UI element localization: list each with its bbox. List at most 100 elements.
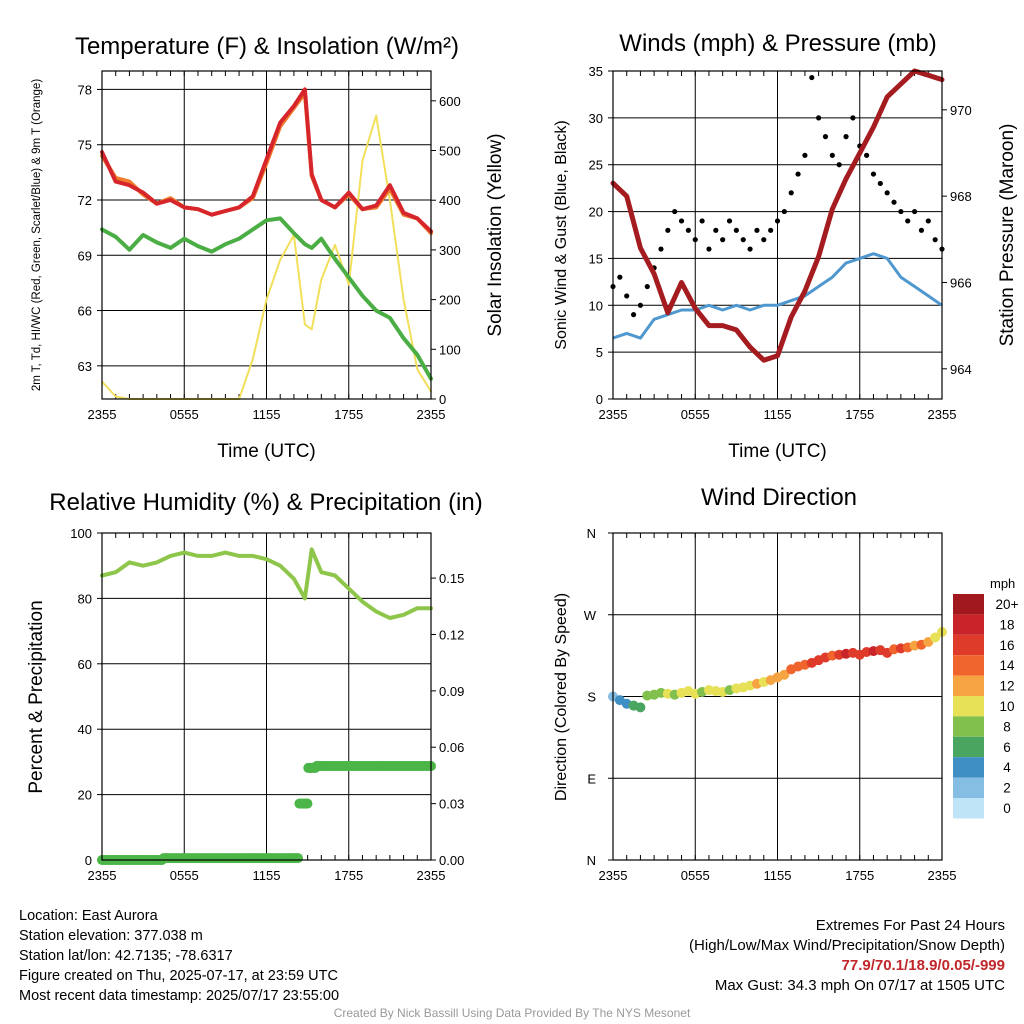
gust-point	[932, 237, 938, 243]
gust-point	[802, 152, 808, 158]
temperature-x-tick-label: 0555	[170, 407, 199, 422]
insolation-y2-tick-label: 100	[439, 342, 461, 357]
gust-point	[829, 152, 835, 158]
temperature-x-axis-label: Time (UTC)	[217, 441, 316, 462]
station-elevation: Station elevation: 377.038 m	[19, 928, 203, 944]
credit-line: Created By Nick Bassill Using Data Provi…	[333, 1006, 691, 1020]
direction-x-tick-label: 2355	[599, 868, 628, 883]
humidity-plot-border	[101, 532, 432, 861]
gust-point	[809, 74, 815, 81]
humidity-y-tick-label: 40	[78, 722, 92, 737]
gust-point	[754, 227, 760, 233]
wind-direction-panel-title: Wind Direction	[701, 484, 857, 511]
legend-swatch	[953, 634, 984, 656]
humidity-y-tick-label: 100	[70, 526, 92, 541]
winds-y-tick-label: 5	[596, 345, 603, 360]
temperature-x-tick-label: 1155	[253, 407, 281, 422]
gust-point	[850, 115, 856, 121]
gust-point	[726, 218, 733, 224]
winds-y-tick-label: 10	[589, 298, 603, 313]
insolation-y2-tick-label: 300	[439, 243, 461, 258]
gust-point	[898, 208, 904, 215]
winds-y-tick-label: 35	[589, 64, 603, 79]
winds-x-tick-label: 1155	[764, 407, 792, 422]
temperature-panel-title-text: Temperature (F) & Insolation (W/m²)	[75, 33, 459, 60]
figure-created: Figure created on Thu, 2025-07-17, at 23…	[19, 968, 338, 984]
pressure-y2-tick-label: 966	[950, 275, 972, 290]
gust-point	[774, 218, 781, 224]
legend-swatch	[953, 798, 984, 819]
temperature-y-tick-label: 66	[78, 304, 92, 319]
winds-plot-border	[612, 70, 943, 400]
extremes-subtitle: (High/Low/Max Wind/Precipitation/Snow De…	[689, 937, 1005, 954]
precipitation-point	[293, 853, 304, 864]
direction-x-tick-label: 1755	[845, 868, 874, 883]
legend-title: mph	[990, 576, 1015, 591]
station-location: Location: East Aurora	[19, 908, 158, 924]
gust-point	[740, 237, 746, 243]
winds-pressure-panel: Winds (mph) & Pressure (mb) 2355 0555 1155…	[553, 30, 1018, 462]
temperature-x-tick-label: 2355	[417, 407, 446, 422]
legend-label: 0	[1003, 801, 1011, 816]
winds-y-tick-label: 15	[589, 251, 603, 266]
legend-swatch	[953, 594, 984, 615]
temperature-x-tick-label: 2355	[88, 407, 117, 422]
gust-point	[658, 246, 664, 252]
series-station-pressure-line	[610, 68, 945, 363]
series-rh-line	[100, 547, 433, 620]
legend-label: 2	[1003, 781, 1011, 796]
insolation-y2-tick-label: 0	[439, 392, 446, 407]
temperature-y-axis-label: 2m T, Td, HI/WC (Red, Green, Scarlet/Blu…	[31, 79, 43, 391]
extremes-values: 77.9/70.1/18.9/0.05/-999	[841, 957, 1005, 974]
gust-point	[665, 227, 671, 233]
legend-label: 14	[999, 658, 1015, 673]
legend-label: 18	[999, 617, 1014, 632]
extremes-title: Extremes For Past 24 Hours	[815, 917, 1005, 934]
series-2m-t-line	[100, 87, 433, 234]
insolation-y2-tick-label: 600	[439, 94, 461, 109]
humidity-y-tick-label: 0	[85, 853, 92, 868]
direction-point	[635, 702, 646, 713]
winds-x-tick-label: 2355	[928, 407, 957, 422]
direction-y-axis-label: Direction (Colored By Speed)	[553, 593, 570, 801]
legend-swatch	[953, 696, 984, 717]
gust-point	[672, 208, 678, 215]
gust-point	[788, 190, 794, 196]
humidity-x-tick-label: 1155	[253, 868, 281, 883]
station-info: Location: East Aurora Station elevation:…	[19, 906, 339, 1006]
legend-swatch	[953, 716, 984, 737]
gust-point	[905, 218, 911, 224]
winds-x-tick-label: 0555	[681, 407, 710, 422]
extremes-box: Extremes For Past 24 Hours (High/Low/Max…	[689, 916, 1005, 996]
gust-point	[795, 171, 801, 177]
gust-point	[678, 218, 685, 224]
direction-point	[930, 632, 941, 643]
winds-x-tick-label: 2355	[599, 407, 628, 422]
gust-point	[864, 152, 870, 158]
direction-y-tick-label: S	[587, 690, 596, 705]
direction-point	[779, 669, 790, 680]
direction-plot-border	[612, 532, 943, 861]
precipitation-point	[302, 798, 313, 809]
humidity-x-tick-label: 2355	[417, 868, 446, 883]
gust-point	[720, 237, 726, 243]
precipitation-y2-tick-label: 0.00	[439, 853, 464, 868]
gust-point	[836, 162, 842, 168]
temperature-y-tick-label: 72	[78, 193, 92, 208]
gust-point	[891, 199, 897, 205]
temperature-insolation-panel: Temperature (F) & Insolation (W/m²) 2355…	[31, 33, 506, 462]
winds-panel-title: Winds (mph) & Pressure (mb)	[619, 30, 936, 57]
precipitation-y2-tick-label: 0.09	[439, 684, 464, 699]
temperature-plot-border	[101, 70, 432, 400]
precipitation-y2-tick-label: 0.12	[439, 627, 464, 642]
precipitation-y2-tick-label: 0.06	[439, 740, 464, 755]
gust-point	[925, 218, 931, 224]
direction-y-tick-label: E	[587, 771, 596, 786]
gust-point	[624, 293, 630, 299]
legend-swatch	[953, 757, 984, 778]
winds-y-tick-label: 0	[596, 392, 603, 407]
gust-point	[699, 218, 705, 224]
pressure-y-axis-label: Station Pressure (Maroon)	[997, 124, 1018, 347]
winds-x-axis-label: Time (UTC)	[728, 441, 827, 462]
